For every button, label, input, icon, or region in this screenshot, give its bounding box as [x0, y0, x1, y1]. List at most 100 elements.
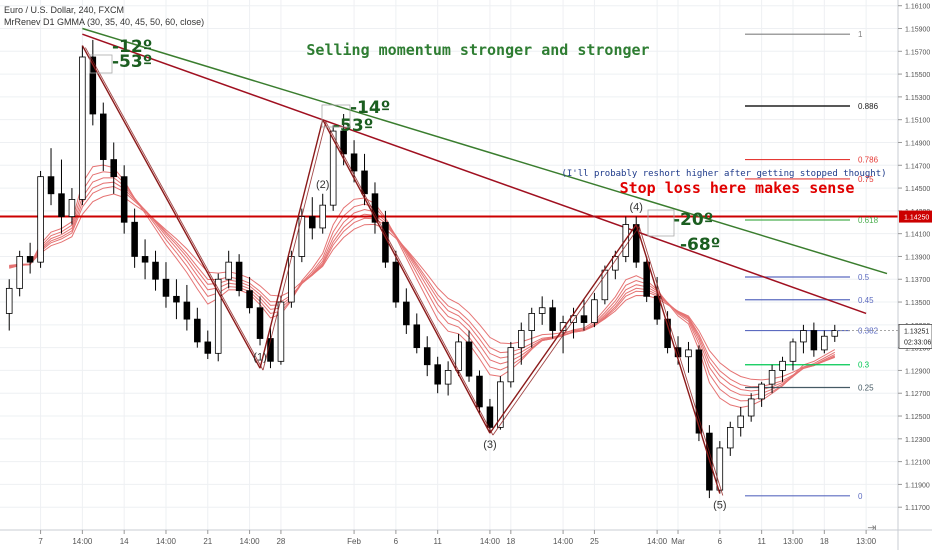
- candle-body: [288, 256, 295, 303]
- scroll-right-icon: ⇥: [867, 521, 876, 534]
- candle-body: [779, 360, 786, 371]
- x-tick-label: 11: [434, 537, 443, 546]
- candle-body: [110, 159, 117, 178]
- candle-body: [309, 216, 316, 229]
- candle-body: [768, 370, 776, 385]
- y-tick-label: 1.12100: [905, 460, 930, 467]
- candle-body: [601, 269, 609, 301]
- candle-body: [685, 349, 692, 358]
- wave-segment: [635, 224, 721, 494]
- x-tick-label: 21: [203, 537, 212, 546]
- candle-body: [643, 261, 650, 297]
- countdown-label: 02:33:06: [904, 339, 931, 346]
- x-tick-label: 14:00: [480, 537, 501, 546]
- candle-body: [26, 256, 34, 263]
- candle-body: [350, 153, 358, 172]
- wave-label: (2): [316, 179, 329, 191]
- fib-label-0.45: 0.45: [858, 296, 874, 305]
- x-tick-label: 18: [820, 537, 829, 546]
- candle-body: [580, 315, 588, 323]
- fib-label-0.382: 0.382: [858, 327, 879, 336]
- candle-body: [518, 330, 525, 349]
- candle-body: [392, 261, 400, 303]
- green-trendline: [82, 27, 888, 275]
- wave-segment-shadow: [492, 226, 640, 436]
- chart-annotation-stop: Stop loss here makes sense: [620, 179, 855, 197]
- wave-segment-shadow: [325, 121, 494, 436]
- candle-body: [204, 341, 212, 354]
- wave-label: (3): [483, 439, 496, 451]
- wave-segment: [489, 224, 637, 434]
- x-tick-label: 25: [590, 537, 599, 546]
- y-tick-label: 1.12500: [905, 414, 930, 421]
- fib-label-0.886: 0.886: [858, 102, 879, 111]
- angle-label: -14º: [350, 98, 390, 118]
- candle-body: [727, 427, 734, 449]
- candle-body: [831, 330, 839, 337]
- chart-grid: [0, 0, 898, 530]
- y-tick-label: 1.15700: [905, 49, 930, 56]
- angle-label: -12º: [112, 37, 152, 57]
- angle-label: -53º: [112, 52, 152, 72]
- candle-body: [47, 176, 55, 195]
- candle-body: [162, 278, 170, 297]
- candle-body: [612, 256, 619, 271]
- candle-body: [444, 370, 452, 385]
- gmma-line-35: [9, 171, 836, 402]
- wave-segment: [322, 119, 491, 434]
- candle-body: [789, 341, 797, 362]
- fib-label-0.75: 0.75: [858, 175, 874, 184]
- y-tick-label: 1.16100: [905, 4, 930, 11]
- x-tick-label: 28: [276, 537, 285, 546]
- elliott-wave-path: (1) (2) (3) (4) (5): [81, 45, 727, 512]
- candle-body: [141, 256, 149, 263]
- x-tick-label: Feb: [347, 537, 361, 546]
- candle-body: [68, 199, 76, 217]
- x-tick-label: 14:00: [240, 537, 261, 546]
- candle-body: [821, 335, 828, 351]
- candle-body: [497, 381, 504, 428]
- candle-body: [810, 330, 818, 351]
- wave-label: (1): [253, 351, 266, 363]
- candle-body: [246, 290, 253, 309]
- y-tick-label: 1.13700: [905, 277, 930, 284]
- candle-body: [507, 347, 515, 383]
- x-tick-label: 13:00: [783, 537, 804, 546]
- wave-segment-shadow: [84, 47, 264, 371]
- candle-body: [277, 301, 285, 362]
- stop-price-label: 1.14250: [904, 215, 929, 222]
- candle-body: [800, 330, 807, 343]
- candle-body: [695, 349, 703, 434]
- candle-body: [5, 287, 13, 314]
- y-tick-label: 1.11700: [905, 505, 930, 512]
- wave-segment-shadow: [262, 121, 327, 371]
- candle-body: [653, 295, 661, 320]
- x-tick-label: 6: [718, 537, 723, 546]
- fib-label-0.618: 0.618: [858, 216, 879, 225]
- symbol-title: Euro / U.S. Dollar, 240, FXCM: [4, 5, 125, 15]
- annotations: Selling momentum stronger and stronger (I…: [89, 37, 887, 255]
- angle-label: -68º: [680, 235, 720, 255]
- price-scale-bg: [898, 0, 932, 550]
- candle-body: [737, 415, 744, 428]
- fib-label-0.25: 0.25: [858, 384, 874, 393]
- candle-body: [225, 261, 232, 280]
- y-tick-label: 1.14100: [905, 232, 930, 239]
- y-tick-label: 1.12900: [905, 368, 930, 375]
- angle-box: [89, 54, 113, 74]
- x-tick-label: Mar: [671, 537, 685, 546]
- candle-body: [559, 322, 567, 331]
- x-tick-label: 18: [506, 537, 515, 546]
- gmma-ribbon: [9, 164, 836, 409]
- candle-body: [100, 113, 107, 160]
- wave-label: (5): [713, 500, 726, 512]
- fib-label-0.786: 0.786: [858, 156, 879, 165]
- candle-body: [152, 261, 159, 280]
- candle-body: [89, 56, 97, 115]
- y-tick-label: 1.15900: [905, 26, 930, 33]
- x-tick-label: 6: [394, 537, 399, 546]
- candle-body: [120, 176, 128, 223]
- current-price-tag: [898, 324, 932, 349]
